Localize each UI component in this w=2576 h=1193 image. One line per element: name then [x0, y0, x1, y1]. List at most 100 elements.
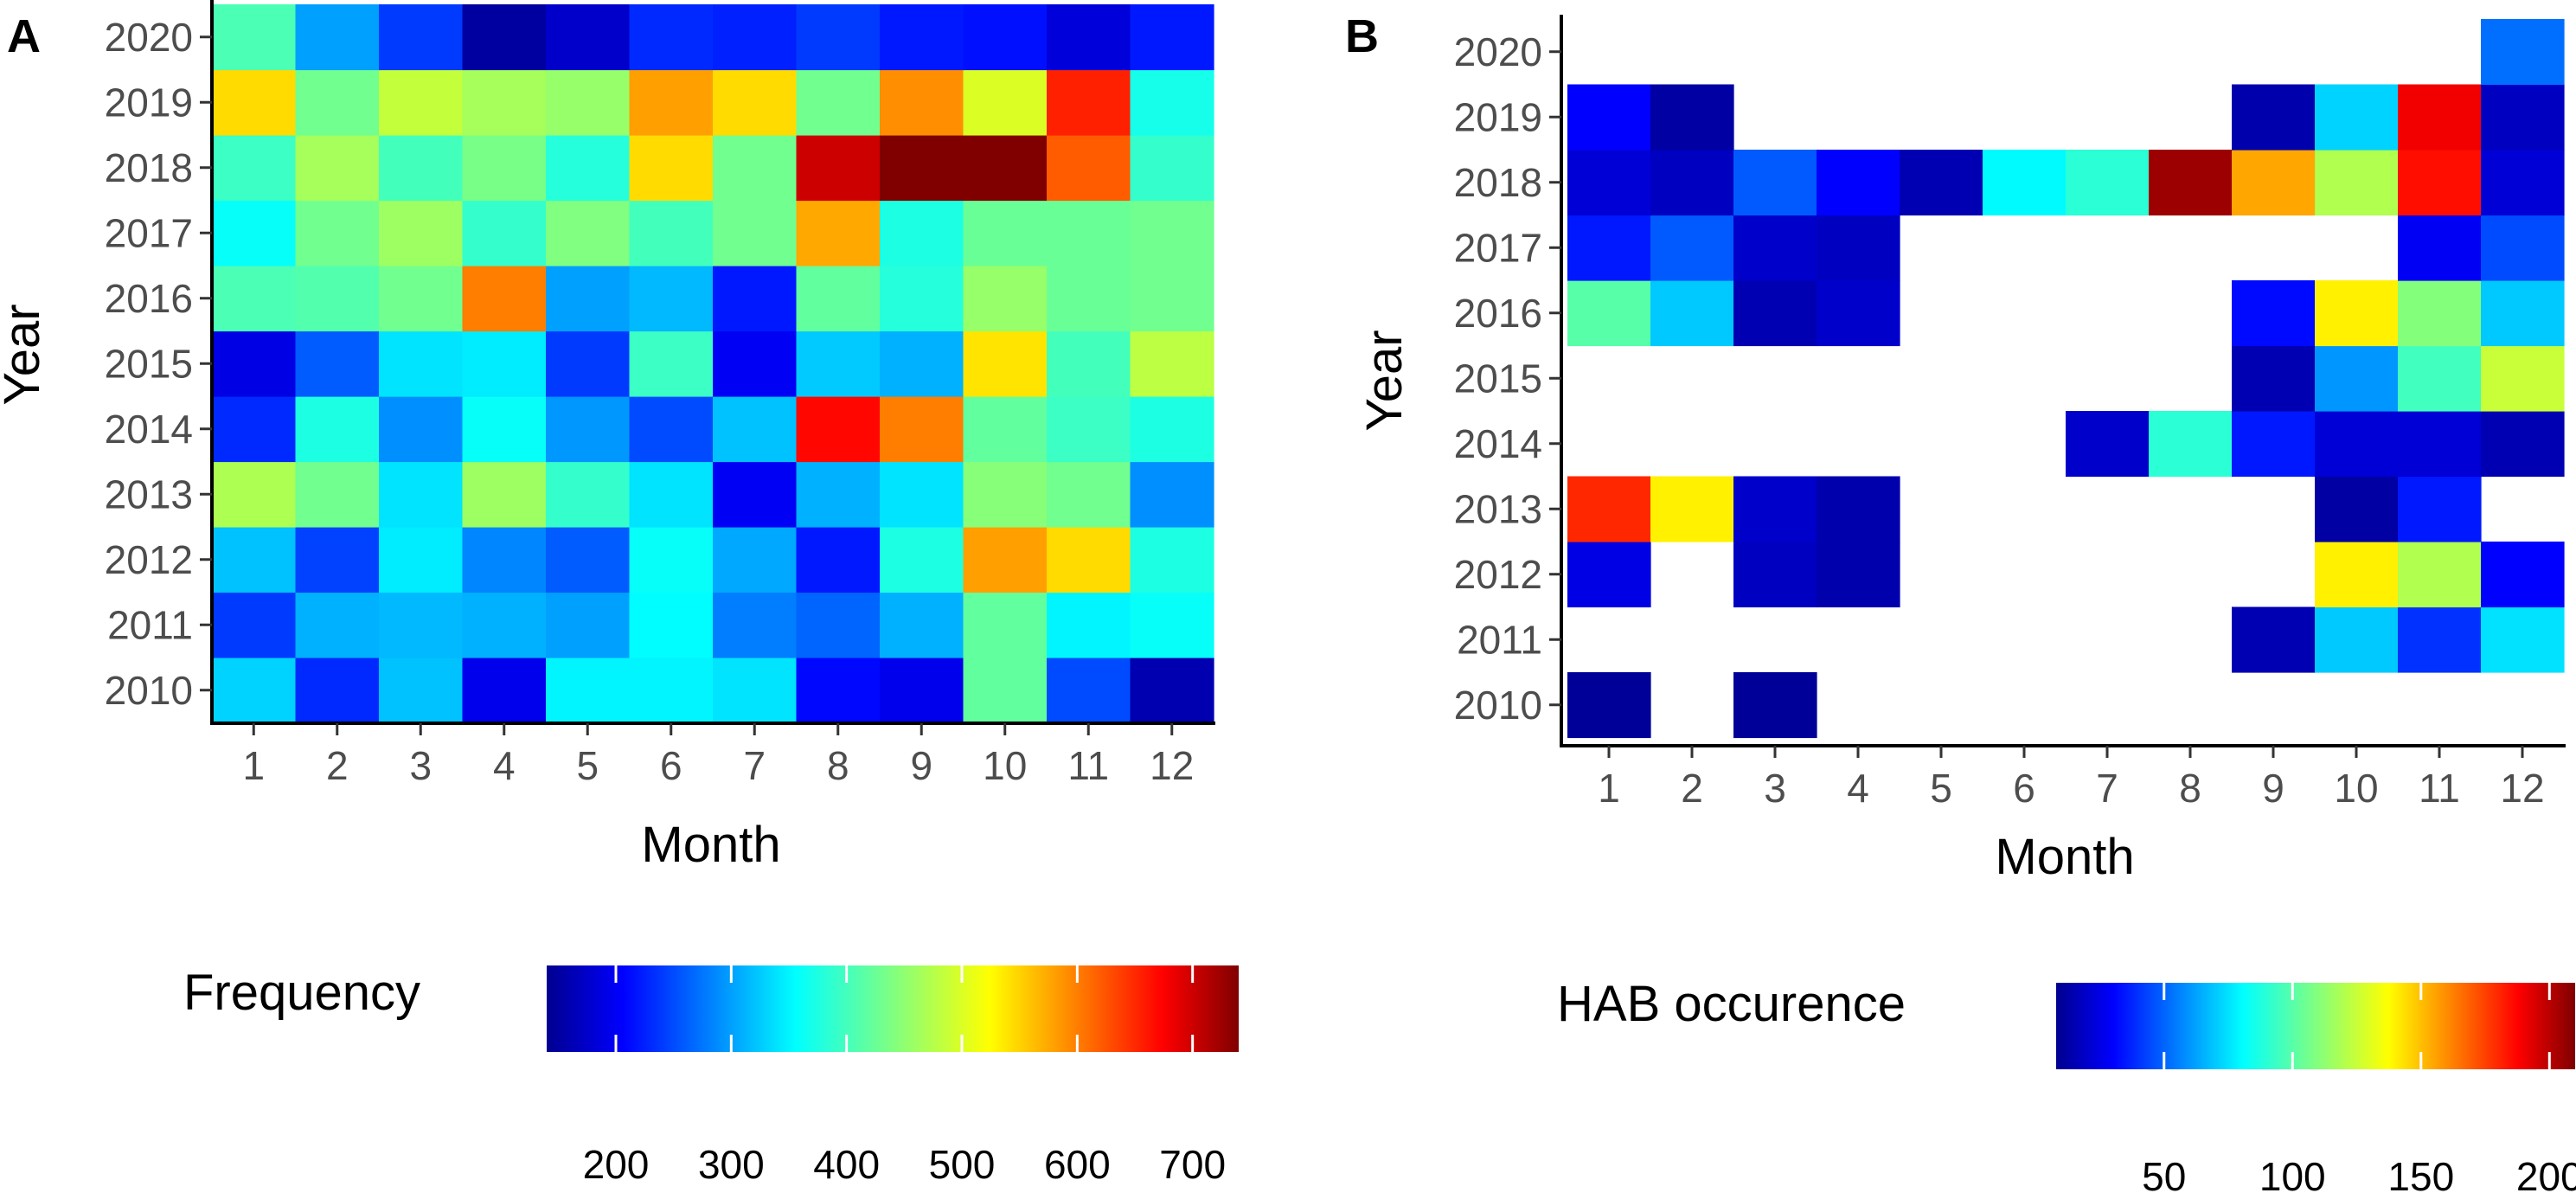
heatmap-cell	[2232, 84, 2316, 151]
heatmap-cell	[1130, 69, 1214, 136]
heatmap-cell	[2398, 411, 2482, 478]
heatmap-cell	[462, 69, 547, 136]
heatmap-cell	[2398, 476, 2482, 542]
heatmap-cell	[295, 330, 380, 397]
heatmap-panel-a: A 1 2 3 4 5 6 7 8 9 10 11 12 2010201120122013201420…	[0, 0, 1239, 1187]
heatmap-cell	[1047, 135, 1131, 202]
heatmap-panel-b: B 1 2 3 4 5 6 7 8 9 10 11 12 2010201120122013201420…	[1345, 10, 2576, 1193]
heatmap-cell	[379, 461, 464, 528]
legend-title-b: HAB occurence	[1557, 976, 1906, 1032]
x-tick-label: 1	[242, 743, 265, 788]
heatmap-cell	[462, 527, 547, 593]
heatmap-cell	[212, 330, 297, 397]
heatmap-cell	[1900, 150, 1983, 216]
heatmap-cell	[2149, 411, 2233, 478]
heatmap-cell	[2066, 411, 2150, 478]
heatmap-cell	[1733, 215, 1817, 281]
x-tick-label: 10	[983, 743, 1027, 788]
colorbar-a	[547, 965, 1239, 1052]
heatmap-cell	[796, 527, 881, 593]
heatmap-cell	[295, 69, 380, 136]
heatmap-cell	[379, 69, 464, 136]
heatmap-cell	[880, 527, 964, 593]
legend-tick-label: 600	[1044, 1142, 1111, 1187]
heatmap-cell	[2066, 150, 2150, 216]
heatmap-cell	[212, 200, 297, 266]
heatmap-cell	[880, 657, 964, 724]
heatmap-cell	[546, 657, 631, 724]
heatmap-cell	[1567, 280, 1651, 347]
axes-b	[1560, 15, 2566, 747]
y-tick-label: 2018	[1454, 160, 1542, 205]
heatmap-cell	[713, 4, 798, 71]
heatmap-cell	[2398, 84, 2482, 151]
heatmap-cell	[963, 200, 1048, 266]
legend-tick-label: 50	[2142, 1154, 2186, 1193]
heatmap-cell	[212, 266, 297, 332]
x-tick-label: 4	[493, 743, 516, 788]
heatmap-cell	[1650, 280, 1734, 347]
heatmap-cell	[1567, 672, 1651, 739]
heatmap-cell	[1650, 150, 1734, 216]
heatmap-cell	[2481, 150, 2565, 216]
heatmap-cell	[462, 266, 547, 332]
heatmap-cell	[629, 657, 714, 724]
heatmap-cell	[379, 200, 464, 266]
heatmap-cell	[796, 592, 881, 658]
heatmap-cell	[1130, 527, 1214, 593]
x-tick-label: 1	[1598, 766, 1620, 811]
heatmap-cell	[1733, 542, 1817, 608]
heatmap-cell	[2481, 19, 2565, 86]
heatmap-cell	[796, 461, 881, 528]
x-tick-label: 12	[1150, 743, 1194, 788]
heatmap-cell	[2481, 215, 2565, 281]
y-tick-label: 2017	[1454, 225, 1542, 270]
heatmap-cell	[1130, 461, 1214, 528]
legend-ticks-a: 200 300 400 500 600 700	[583, 965, 1226, 1187]
heatmap-cell	[295, 396, 380, 463]
heatmap-cell	[713, 396, 798, 463]
heatmap-cell	[2398, 345, 2482, 412]
legend-tick-label: 100	[2259, 1154, 2326, 1193]
y-tick-label: 2016	[105, 276, 193, 321]
heatmap-cell	[2232, 280, 2316, 347]
heatmap-cell	[796, 330, 881, 397]
heatmap-cell	[880, 200, 964, 266]
heatmap-cell	[295, 461, 380, 528]
heatmap-cell	[462, 592, 547, 658]
y-tick-label: 2017	[105, 210, 193, 255]
x-tick-label: 11	[2419, 766, 2460, 811]
legend-title-a: Frequency	[183, 965, 420, 1021]
heatmap-cell	[379, 396, 464, 463]
heatmap-cell	[2481, 280, 2565, 347]
x-tick-label: 5	[1930, 766, 1952, 811]
heatmap-cells-a	[212, 4, 1214, 724]
x-tick-label: 9	[910, 743, 932, 788]
heatmap-cell	[462, 657, 547, 724]
legend-ticks-b: 50 100 150 200	[2142, 983, 2576, 1193]
heatmap-cell	[713, 527, 798, 593]
heatmap-cell	[1047, 592, 1131, 658]
heatmap-cell	[462, 135, 547, 202]
x-axis-title-a: Month	[641, 817, 780, 873]
heatmap-cell	[629, 135, 714, 202]
heatmap-cell	[629, 592, 714, 658]
heatmap-cell	[2398, 606, 2482, 673]
heatmap-cell	[1650, 84, 1734, 151]
heatmap-cell	[713, 657, 798, 724]
heatmap-cell	[880, 461, 964, 528]
heatmap-cell	[1817, 476, 1900, 542]
y-ticks-a: 2010 2011 2012 2013 2014 2015 2016 2017 2018 2019…	[105, 15, 212, 713]
heatmap-cell	[1047, 4, 1131, 71]
x-tick-label: 8	[2179, 766, 2201, 811]
heatmap-cell	[212, 69, 297, 136]
heatmap-cell	[212, 135, 297, 202]
heatmap-cell	[212, 527, 297, 593]
x-tick-label: 2	[326, 743, 349, 788]
heatmap-cell	[880, 135, 964, 202]
heatmap-cell	[1817, 280, 1900, 347]
heatmap-cell	[2232, 150, 2316, 216]
heatmap-cell	[1047, 527, 1131, 593]
heatmap-cell	[1047, 266, 1131, 332]
heatmap-cell	[963, 266, 1048, 332]
